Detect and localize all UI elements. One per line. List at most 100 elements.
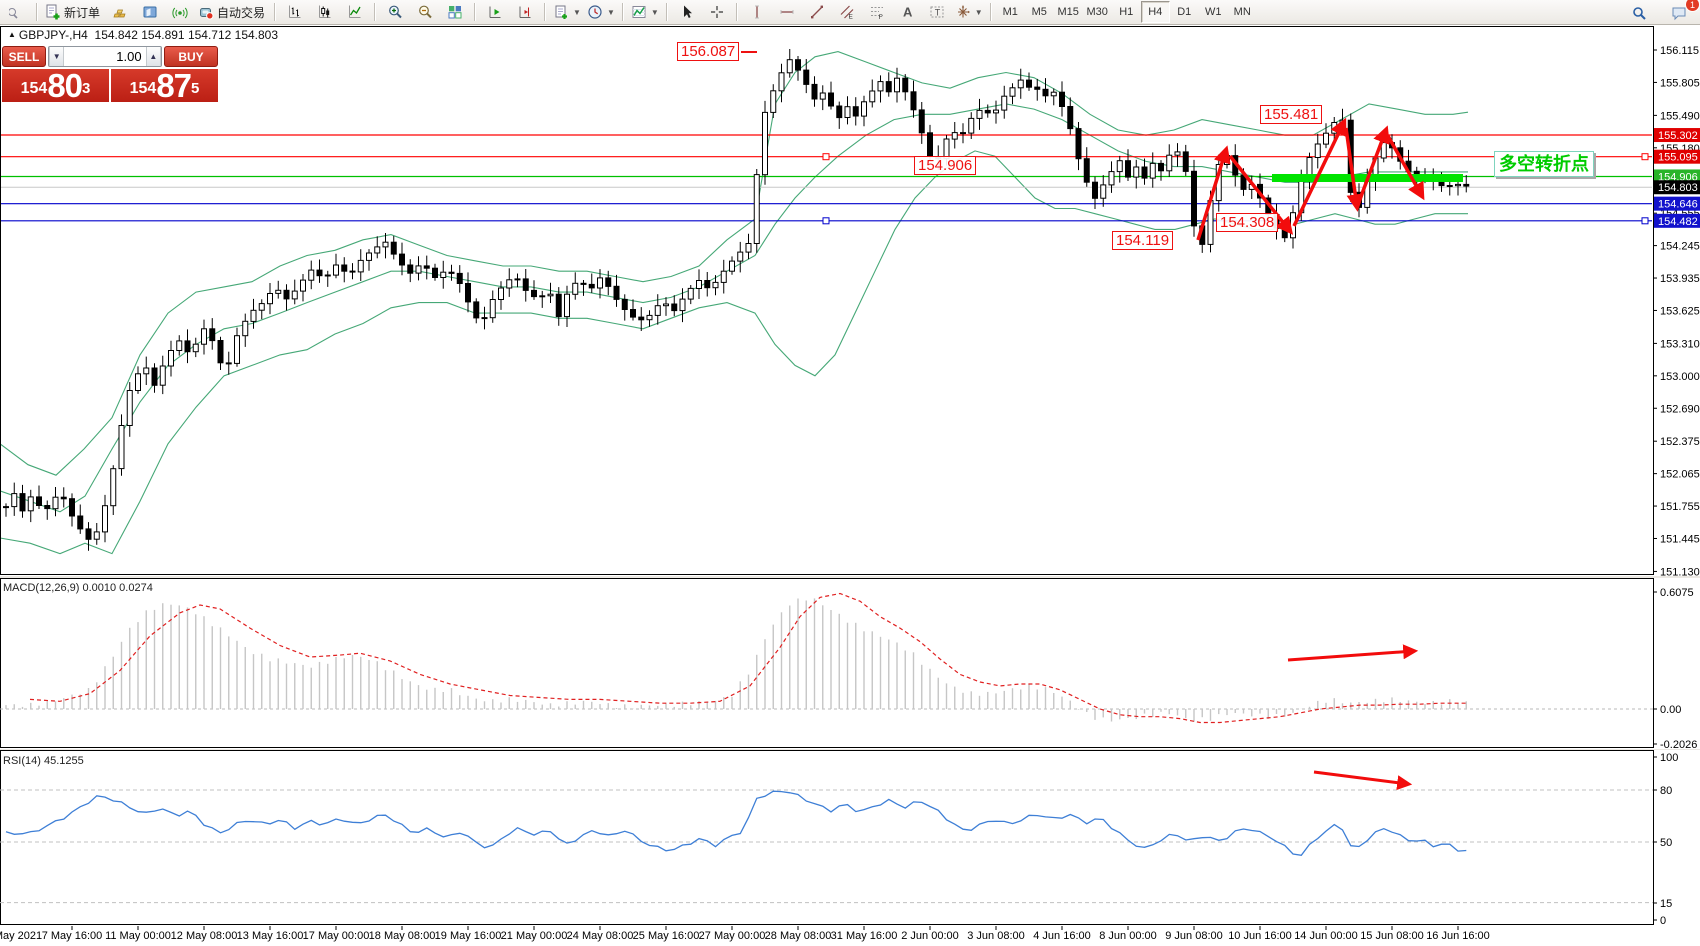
fibonacci-icon: F (870, 7, 883, 20)
volume-input[interactable] (64, 47, 146, 66)
price-annotation-155.481[interactable]: 155.481 (1260, 105, 1323, 124)
arrows-icon (957, 5, 970, 18)
trend-arrows-layer[interactable] (1196, 117, 1425, 241)
buy-price-pip: 5 (191, 80, 200, 97)
bollinger-middle-band (0, 103, 1468, 513)
macd-tick-label: 0.00 (1660, 704, 1681, 716)
collapse-triangle-icon[interactable]: ▲ (8, 30, 16, 39)
chevron-down-icon[interactable]: ▼ (650, 7, 659, 17)
price-annotation-154.308[interactable]: 154.308 (1216, 213, 1279, 232)
toolbar-separator (735, 3, 738, 21)
buy-price-main: 87 (156, 67, 192, 104)
timeframe-d1[interactable]: D1 (1177, 6, 1192, 18)
trendline-tool[interactable] (802, 0, 832, 24)
price-annotation-154.119[interactable]: 154.119 (1112, 231, 1174, 250)
indicators-button[interactable]: ▼ (628, 0, 662, 24)
svg-text:F: F (878, 14, 882, 20)
rsi-annotation-arrow[interactable] (1313, 770, 1413, 791)
timeframe-w1[interactable]: W1 (1204, 6, 1222, 18)
sell-price[interactable]: 154 80 3 (2, 69, 109, 102)
sell-price-int: 154 (20, 80, 48, 97)
toolbar-overflow[interactable] (2, 0, 32, 24)
buy-button[interactable]: BUY (164, 46, 218, 67)
text-label-icon: T (930, 6, 944, 18)
timeframe-mn[interactable]: MN (1233, 6, 1251, 18)
equidistant-channel-tool[interactable]: E (832, 0, 862, 24)
sell-button[interactable]: SELL (2, 46, 46, 67)
crosshair-tool[interactable] (702, 0, 732, 24)
price-tick-label: 152.065 (1660, 469, 1700, 481)
new-order-button[interactable]: 新订单 (42, 0, 105, 24)
horizontal-line-154.482[interactable] (0, 217, 1653, 225)
trend-arrow[interactable] (1386, 135, 1425, 201)
trend-arrow[interactable] (1358, 125, 1390, 200)
line-drag-handle[interactable] (822, 217, 830, 225)
vertical-line-tool[interactable] (742, 0, 772, 24)
trend-arrow[interactable] (1228, 154, 1294, 235)
auto-scroll-button[interactable] (480, 0, 510, 24)
buy-price[interactable]: 154 87 5 (111, 69, 218, 102)
zoom-out-button[interactable] (410, 0, 440, 24)
line-drag-handle[interactable] (1641, 153, 1649, 161)
timeframe-m15[interactable]: M15 (1057, 6, 1079, 18)
price-tick-label: 152.375 (1660, 436, 1700, 448)
toolbar-separator (474, 3, 477, 21)
trend-arrow[interactable] (1196, 145, 1231, 241)
date-label: 25 May 16:00 (633, 930, 700, 942)
price-annotation-154.906[interactable]: 154.906 (914, 156, 977, 175)
chevron-down-icon[interactable]: ▼ (606, 7, 615, 17)
trend-arrow[interactable] (1344, 127, 1364, 212)
text-label-tool[interactable]: T (922, 0, 952, 24)
chat-button[interactable]: 1 (1664, 0, 1700, 25)
timeframe-m5[interactable]: M5 (1031, 6, 1047, 18)
market-watch-icon (113, 9, 126, 18)
search-button[interactable] (1624, 1, 1654, 25)
navigator-button[interactable] (135, 0, 165, 24)
line-chart-button[interactable] (340, 0, 370, 24)
line-drag-handle[interactable] (1641, 217, 1649, 225)
macd-label: MACD(12,26,9) 0.0010 0.0274 (3, 582, 153, 594)
turning-point-note[interactable]: 多空转折点 (1494, 151, 1594, 177)
timeframe-m30[interactable]: M30 (1086, 6, 1108, 18)
chart-canvas[interactable]: 156.115155.805155.490155.180154.870154.5… (0, 25, 1700, 946)
timeframe-h1[interactable]: H1 (1119, 6, 1134, 18)
timeframe-h4[interactable]: H4 (1140, 1, 1170, 23)
zoom-in-button[interactable] (380, 0, 410, 24)
price-tick-label: 151.130 (1660, 566, 1700, 578)
bar-chart-button[interactable] (280, 0, 310, 24)
volume-decrease-button[interactable]: ▼ (49, 47, 65, 66)
cursor-icon (683, 5, 692, 18)
templates-button[interactable]: ▼ (550, 0, 584, 24)
periods-button[interactable]: ▼ (584, 0, 618, 24)
line-drag-handle[interactable] (822, 153, 830, 161)
date-label: 13 May 16:00 (237, 930, 304, 942)
horizontal-line-tool[interactable] (772, 0, 802, 24)
price-annotation-156.087[interactable]: 156.087 (677, 42, 740, 61)
macd-annotation-arrow[interactable] (1287, 644, 1419, 662)
chat-icon (1672, 7, 1686, 21)
auto-trading-button[interactable]: 自动交易 (195, 0, 270, 24)
date-label: 11 May 00:00 (105, 930, 171, 942)
volume-increase-button[interactable]: ▲ (145, 47, 161, 66)
fibonacci-tool[interactable]: F (862, 0, 892, 24)
annotation-callout-line (741, 51, 757, 53)
chevron-down-icon[interactable]: ▼ (974, 7, 983, 17)
timeframe-m1[interactable]: M1 (1002, 6, 1018, 18)
svg-text:T: T (934, 7, 940, 17)
text-tool[interactable]: A (892, 0, 922, 24)
signals-button[interactable] (165, 0, 195, 24)
arrows-tool[interactable]: ▼ (952, 0, 986, 24)
tile-windows-button[interactable] (440, 0, 470, 24)
cursor-tool[interactable] (672, 0, 702, 24)
market-watch-button[interactable] (105, 0, 135, 24)
date-label: 15 Jun 08:00 (1360, 930, 1424, 942)
candle-chart-button[interactable] (310, 0, 340, 24)
trend-arrow[interactable] (1292, 117, 1347, 227)
macd-panel: 0.6075 0.00 -0.2026 MACD(12,26,9) 0.0010 0.… (0, 582, 1697, 751)
chart-shift-button[interactable] (510, 0, 540, 24)
chevron-down-icon[interactable]: ▼ (573, 7, 581, 17)
periods-clock-icon (588, 5, 602, 19)
indicators-icon (632, 6, 646, 18)
toolbar-separator (544, 3, 547, 21)
